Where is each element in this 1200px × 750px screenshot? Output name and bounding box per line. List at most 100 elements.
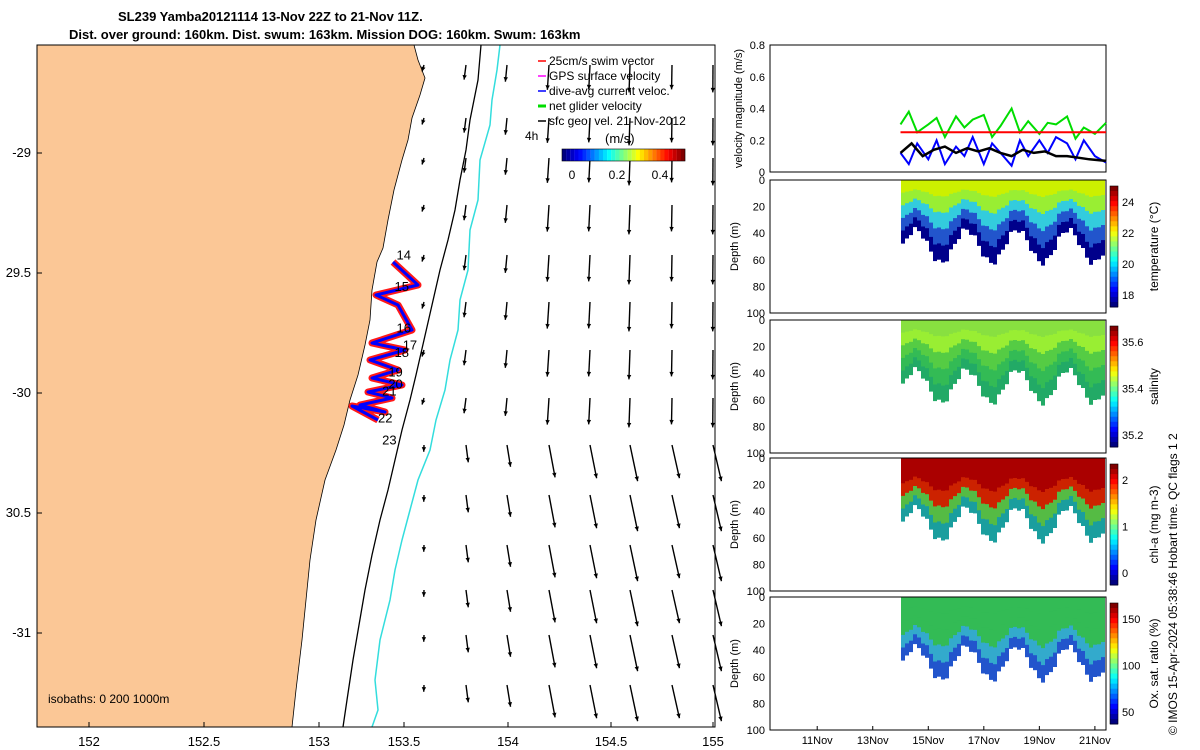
profile-cell (1081, 651, 1085, 665)
profile-cell (1093, 351, 1097, 369)
geo-velocity-arrow (712, 684, 723, 722)
colorbar-segment (1110, 431, 1118, 438)
colorbar-segment (672, 149, 677, 161)
arrow-head (421, 206, 426, 212)
profile-cell (921, 354, 925, 367)
colorbar-segment (1110, 663, 1118, 670)
profile-cell (1077, 509, 1081, 524)
colorbar-segment (1110, 524, 1118, 531)
profile-cell (1009, 499, 1013, 510)
profile-cell (969, 330, 973, 343)
profile-cell (1049, 239, 1053, 256)
profile-cell (1033, 194, 1037, 210)
profile-cell (977, 193, 981, 207)
profile-cell (921, 203, 925, 216)
arrow-head (626, 374, 632, 380)
geo-velocity-arrow (421, 117, 426, 125)
date-tick-label: 13Nov (857, 735, 889, 747)
colorbar-segment (1110, 613, 1118, 619)
profile-cell (1001, 485, 1005, 500)
profile-cell (937, 335, 941, 353)
profile-cell (929, 194, 933, 209)
profile-cell (905, 492, 909, 505)
profile-cell (1061, 628, 1065, 640)
profile-cell (1089, 180, 1093, 198)
profile-cell (997, 364, 1001, 380)
profile-cell (1073, 341, 1077, 354)
profile-cell (1037, 597, 1041, 614)
profile-cell (1033, 458, 1037, 473)
profile-cell (937, 351, 941, 368)
profile-cell (1069, 320, 1073, 330)
legend-entry: 25cm/s swim vector (549, 54, 654, 68)
profile-cell (1081, 320, 1085, 334)
profile-cell (989, 613, 993, 631)
profile-cell (1053, 652, 1057, 667)
profile-cell (1045, 473, 1049, 490)
arrow-head (676, 573, 681, 579)
profile-cell (1077, 180, 1081, 194)
profile-cell (905, 504, 909, 517)
profile-cell (1013, 330, 1017, 341)
profile-cell (1017, 190, 1021, 202)
arrow-head (669, 137, 674, 143)
profile-cell (985, 350, 989, 367)
velocity-y-tick: 0.6 (750, 72, 765, 84)
profile-cell (909, 629, 913, 642)
profile-cell (1001, 193, 1005, 209)
profile-cell (1021, 607, 1025, 618)
profile-cell (929, 208, 933, 224)
colorbar-segment (1110, 708, 1118, 715)
legend-entry: sfc geo. vel. 21-Nov-2012 (549, 114, 686, 128)
profile-cell (909, 320, 913, 332)
profile-cell (917, 498, 921, 510)
profile-cell (973, 469, 977, 481)
profile-cell (1021, 320, 1025, 331)
colorbar-segment (1110, 191, 1118, 197)
geo-velocity-arrow (462, 204, 467, 221)
geo-velocity-arrow (545, 397, 550, 425)
profile-cell (1101, 225, 1105, 241)
profile-cell (1001, 652, 1005, 667)
profile-cell (981, 380, 985, 397)
profile-cell (961, 189, 965, 200)
profile-cell (1057, 491, 1061, 504)
profile-cell (909, 201, 913, 214)
profile-cell (913, 486, 917, 496)
arrow-head (462, 74, 467, 80)
profile-cell (1069, 329, 1073, 340)
profile-cell (901, 230, 905, 244)
profile-cell (989, 320, 993, 337)
x-tick-label: 155 (702, 734, 724, 749)
geo-velocity-arrow (712, 494, 723, 532)
profile-cell (1037, 613, 1041, 630)
profile-cell (981, 180, 985, 196)
profile-cell (1057, 331, 1061, 343)
profile-cell (1093, 458, 1097, 475)
profile-cell (965, 320, 969, 331)
profile-cell (1057, 191, 1061, 203)
profile-cell (1017, 468, 1021, 480)
profile-cell (961, 467, 965, 478)
arrow-shaft (712, 684, 723, 722)
profile-cell (1057, 320, 1061, 332)
profile-cell (933, 506, 937, 523)
profile-cell (1073, 608, 1077, 620)
profile-cell (1009, 210, 1013, 222)
profile-cell (1013, 349, 1017, 361)
profile-cell (937, 458, 941, 475)
profile-cell (1081, 360, 1085, 375)
profile-cell (1049, 656, 1053, 673)
profile-cell (925, 458, 929, 471)
arrow-shaft (548, 684, 556, 718)
colorbar-tick: 100 (1122, 661, 1140, 673)
geo-velocity-arrow (462, 157, 467, 173)
profile-cell (1053, 499, 1057, 515)
geo-velocity-arrow (465, 589, 470, 608)
profile-cell (1093, 367, 1097, 385)
profile-cell (1017, 489, 1021, 501)
profile-cell (1013, 180, 1017, 191)
profile-cell (973, 501, 977, 514)
arrow-shaft (629, 634, 639, 672)
profile-cell (917, 458, 921, 469)
